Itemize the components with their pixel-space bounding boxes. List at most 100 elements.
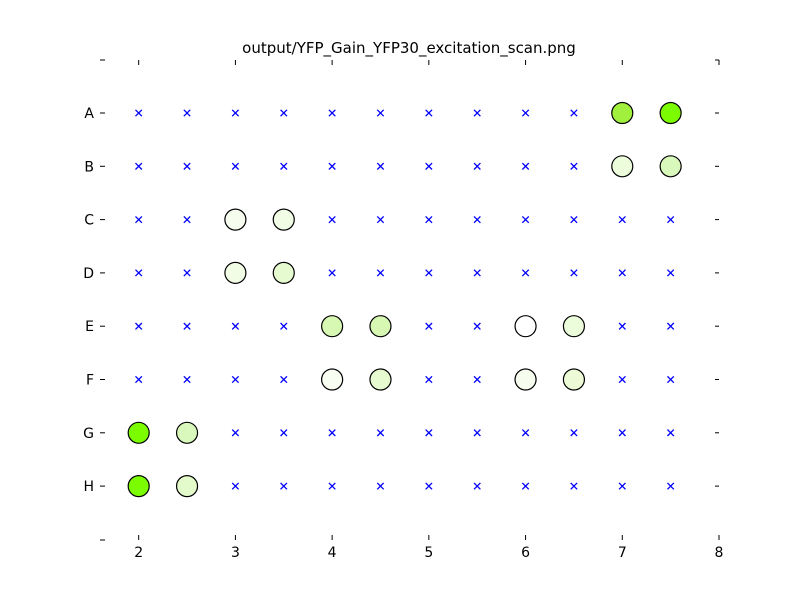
empty-well-marker xyxy=(570,109,578,117)
x-tick-label: 5 xyxy=(424,545,433,561)
empty-well-marker xyxy=(231,109,240,117)
well-point xyxy=(514,315,537,338)
cross-stroke xyxy=(231,162,240,170)
cross-stroke xyxy=(473,162,481,170)
y-tick-label: A xyxy=(84,106,94,122)
cross-stroke xyxy=(376,269,385,277)
cross-stroke xyxy=(425,162,433,170)
empty-well-marker xyxy=(183,375,191,384)
empty-well-marker xyxy=(570,162,578,170)
empty-well-marker xyxy=(570,482,578,490)
empty-well-marker xyxy=(183,322,191,330)
cross-stroke xyxy=(183,375,191,384)
empty-well-marker xyxy=(618,269,626,277)
well-point xyxy=(562,368,586,391)
empty-well-marker xyxy=(666,482,675,490)
cross-stroke xyxy=(328,269,336,277)
cross-stroke xyxy=(618,322,626,330)
cross-stroke xyxy=(376,482,385,490)
cross-stroke xyxy=(570,482,578,490)
empty-well-marker xyxy=(280,482,288,490)
empty-well-marker xyxy=(666,375,675,384)
cross-stroke xyxy=(521,162,530,170)
cross-stroke xyxy=(570,162,578,170)
cross-stroke xyxy=(280,162,288,170)
empty-well-marker xyxy=(280,375,288,384)
empty-well-marker xyxy=(425,162,433,170)
well-point xyxy=(321,315,344,338)
empty-well-marker xyxy=(618,322,626,330)
well-point xyxy=(272,261,295,284)
y-tick-label: D xyxy=(83,266,94,282)
empty-well-marker xyxy=(231,322,240,330)
cross-stroke xyxy=(280,375,288,384)
cross-stroke xyxy=(425,215,433,224)
empty-well-marker xyxy=(473,322,481,330)
empty-well-marker xyxy=(135,215,143,224)
cross-stroke xyxy=(376,215,385,224)
well-point xyxy=(321,368,344,391)
empty-well-marker xyxy=(570,269,578,277)
cross-stroke xyxy=(425,375,433,384)
empty-well-marker xyxy=(376,162,385,170)
empty-well-marker xyxy=(570,429,578,437)
cross-stroke xyxy=(280,429,288,437)
empty-well-marker xyxy=(376,482,385,490)
well-point xyxy=(369,315,392,338)
cross-stroke xyxy=(473,322,481,330)
empty-well-marker xyxy=(473,482,481,490)
empty-well-marker xyxy=(618,429,626,437)
empty-well-marker xyxy=(425,322,433,330)
empty-well-marker xyxy=(473,162,481,170)
cross-stroke xyxy=(135,109,143,117)
empty-well-marker xyxy=(618,215,626,224)
empty-well-marker xyxy=(328,269,336,277)
well-point xyxy=(659,101,682,125)
well-point xyxy=(611,101,634,125)
well-point xyxy=(369,368,392,391)
cross-stroke xyxy=(666,215,675,224)
cross-stroke xyxy=(425,109,433,117)
well-point xyxy=(175,421,199,444)
empty-well-marker xyxy=(425,482,433,490)
empty-well-marker xyxy=(328,429,336,437)
x-tick-label: 4 xyxy=(328,545,337,561)
chart-title: output/YFP_Gain_YFP30_excitation_scan.pn… xyxy=(242,39,576,58)
cross-stroke xyxy=(666,482,675,490)
empty-well-marker xyxy=(376,429,385,437)
cross-stroke xyxy=(425,429,433,437)
cross-stroke xyxy=(376,162,385,170)
well-point xyxy=(127,421,150,444)
cross-stroke xyxy=(328,482,336,490)
cross-stroke xyxy=(618,269,626,277)
empty-well-marker xyxy=(425,109,433,117)
plot-marks xyxy=(127,101,682,498)
cross-stroke xyxy=(425,322,433,330)
empty-well-marker xyxy=(666,429,675,437)
well-point xyxy=(562,315,586,338)
cross-stroke xyxy=(473,429,481,437)
cross-stroke xyxy=(521,482,530,490)
empty-well-marker xyxy=(376,269,385,277)
y-tick-labels: A B C D E F G H xyxy=(83,106,94,495)
cross-stroke xyxy=(618,482,626,490)
well-point xyxy=(224,208,247,231)
cross-stroke xyxy=(521,429,530,437)
cross-stroke xyxy=(618,375,626,384)
well-point xyxy=(611,155,634,178)
empty-well-marker xyxy=(521,482,530,490)
empty-well-marker xyxy=(425,375,433,384)
cross-stroke xyxy=(231,375,240,384)
cross-stroke xyxy=(376,109,385,117)
empty-well-marker xyxy=(570,215,578,224)
cross-stroke xyxy=(280,109,288,117)
cross-stroke xyxy=(183,322,191,330)
empty-well-marker xyxy=(280,322,288,330)
cross-stroke xyxy=(231,109,240,117)
empty-well-marker xyxy=(666,269,675,277)
empty-well-marker xyxy=(666,322,675,330)
cross-stroke xyxy=(231,429,240,437)
empty-well-marker xyxy=(135,322,143,330)
cross-stroke xyxy=(570,269,578,277)
empty-well-marker xyxy=(135,109,143,117)
